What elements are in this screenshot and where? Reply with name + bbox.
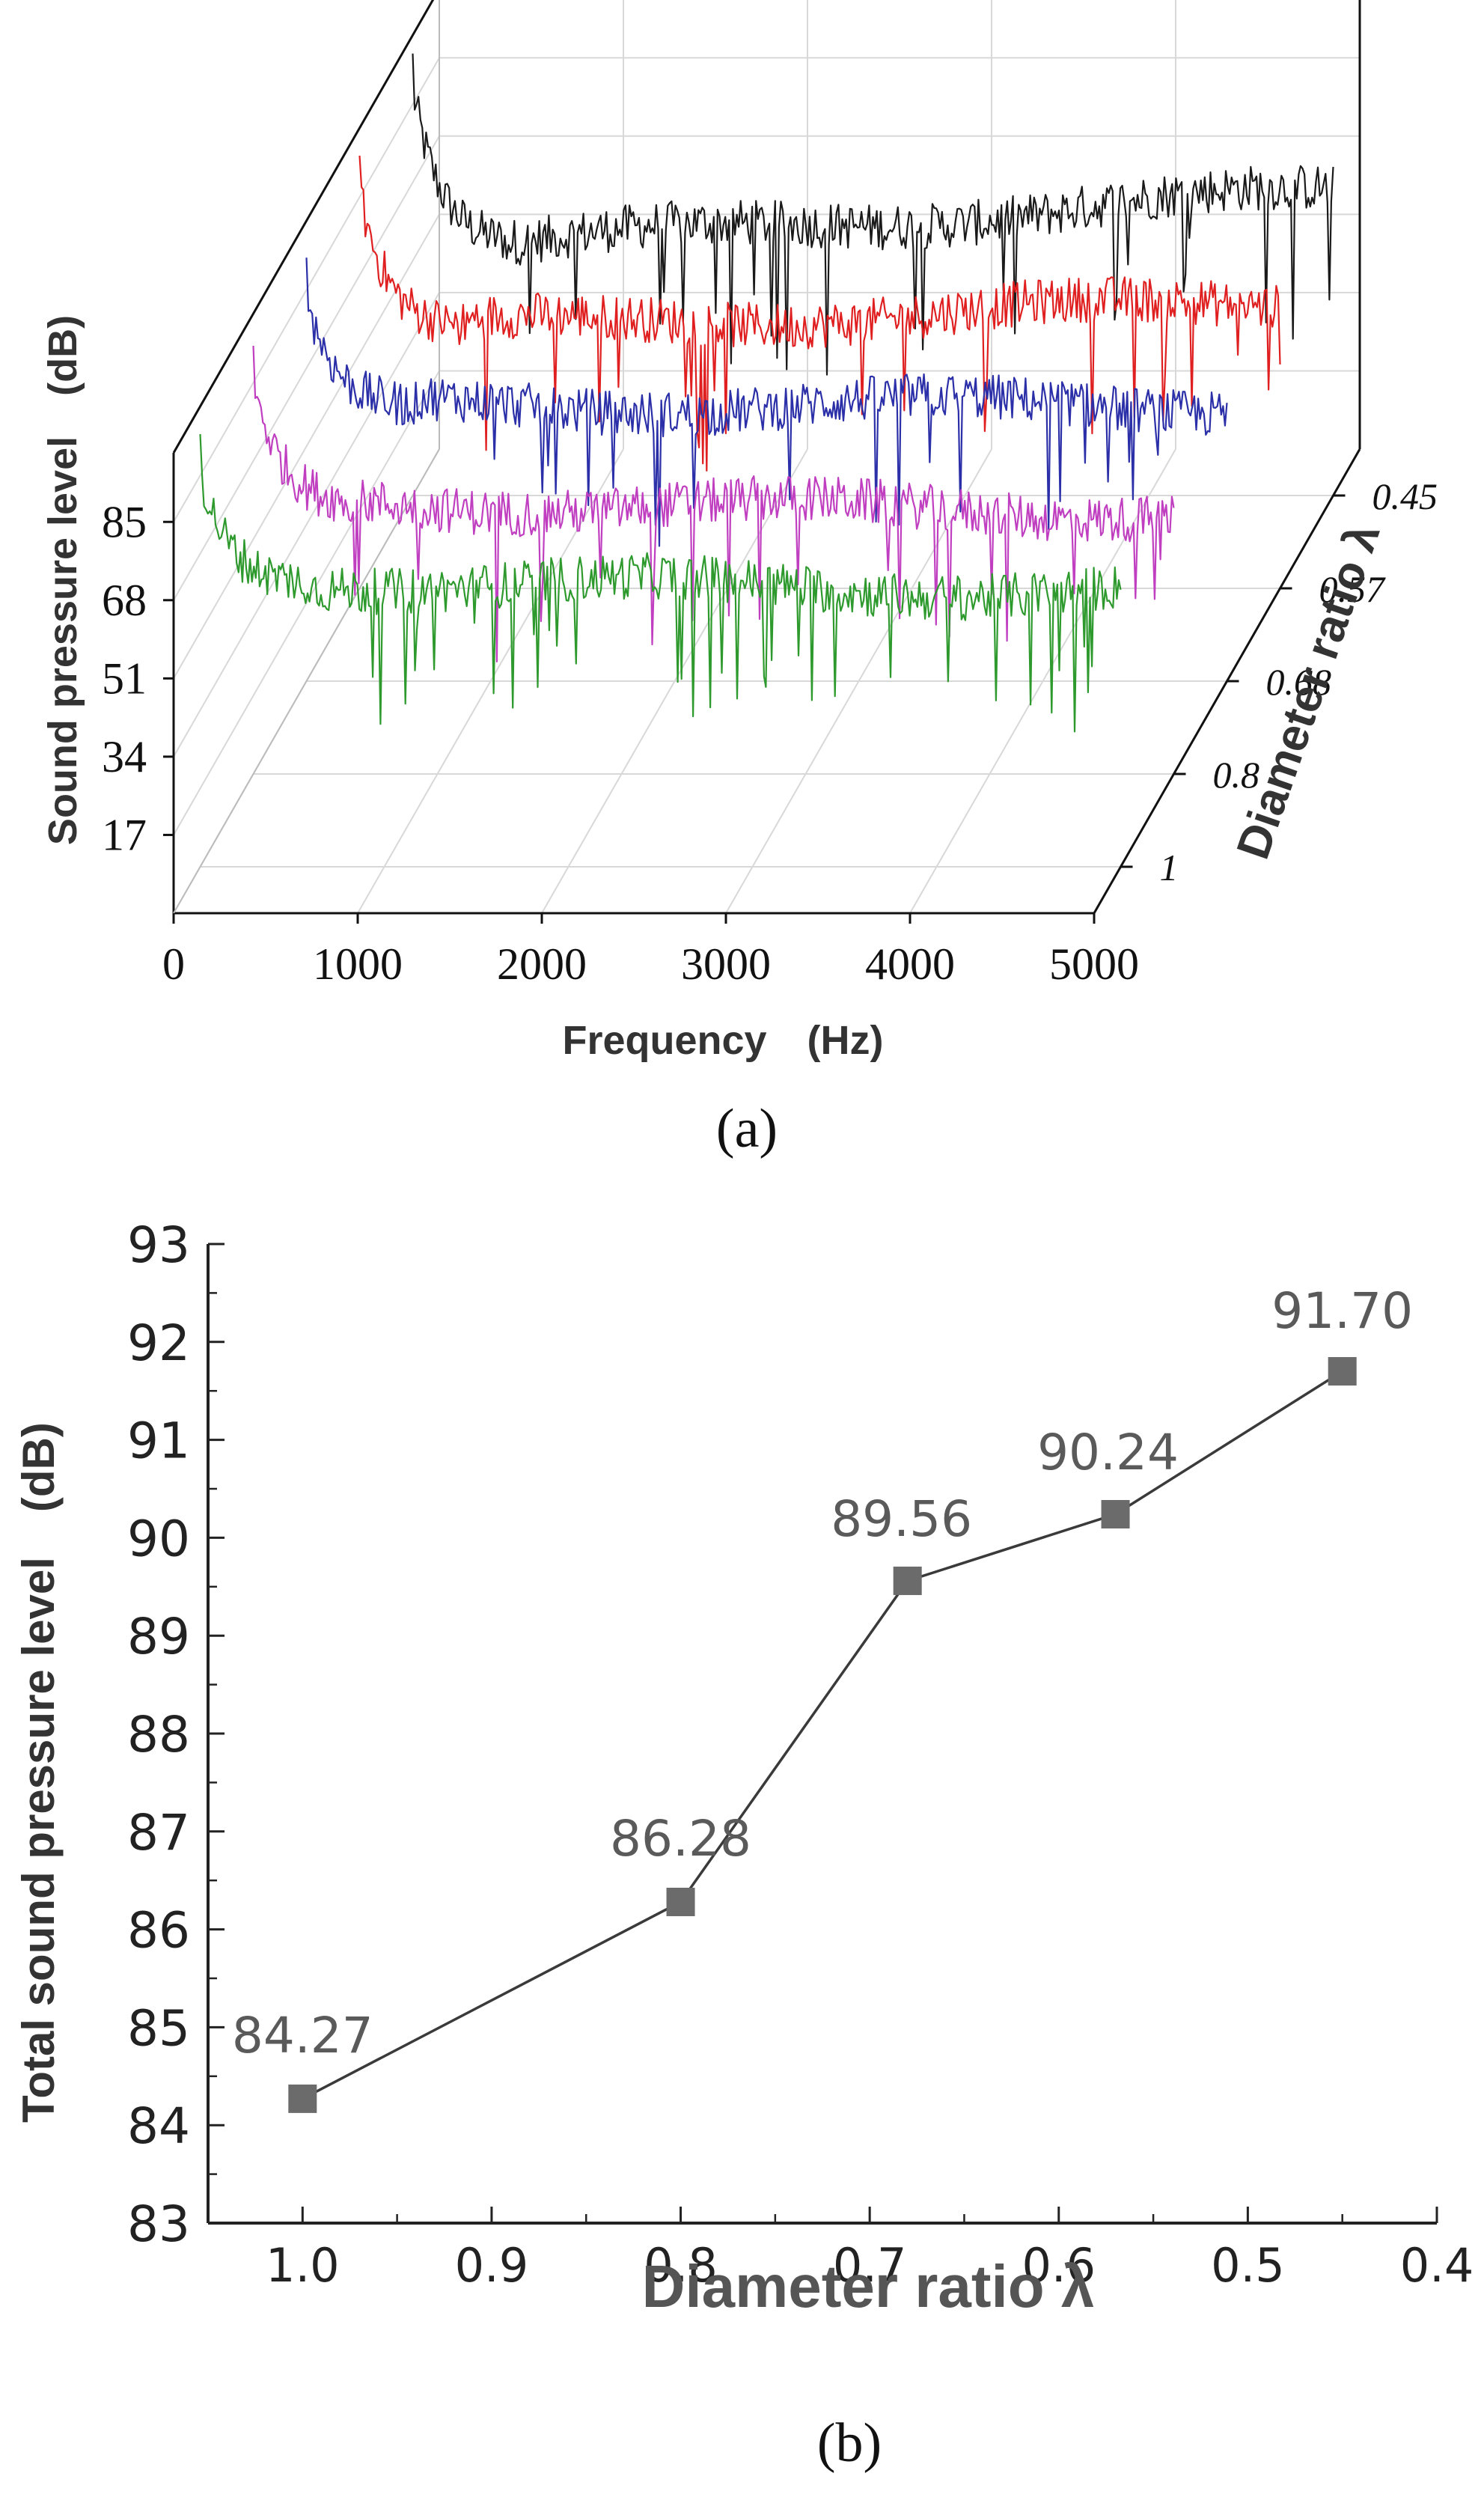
caption-a: (a): [716, 1098, 778, 1159]
x-tick-label: 0.4: [1400, 2238, 1474, 2293]
spectrum-line-1: [199, 433, 1122, 733]
data-point-marker: [1328, 1357, 1357, 1386]
axes-b: 93 92 91 90 89 88 87 86 85 84 83 1.0 0.9 0.8 0.7 0.6 0.5…: [127, 1216, 1474, 2293]
y-tick-label: 84: [127, 2097, 190, 2155]
series-polyline: [302, 1370, 1343, 2100]
y-tick-label: 89: [127, 1608, 190, 1665]
y-tick-label: 92: [127, 1314, 190, 1372]
x-tick-label: 0.7: [833, 2238, 907, 2293]
y-tick-label: 17: [102, 810, 147, 859]
x-tick-label: 0.9: [455, 2238, 529, 2293]
z-tick-label: 1: [1160, 847, 1179, 888]
y-tick-label: 90: [127, 1510, 190, 1567]
data-label: 89.56: [831, 1490, 972, 1548]
y-tick-label: 85: [127, 1999, 190, 2057]
x-tick-label: 0.5: [1211, 2238, 1285, 2293]
frame-edge: [172, 0, 435, 454]
3d-axes-frame: [172, 0, 1361, 915]
waterfall-chart: 0 1000 2000 3000 4000 5000 85 68 51 34 17 0.45 0.57 0…: [40, 0, 1438, 1159]
x-tick-label: 5000: [1049, 939, 1139, 989]
x-axis-title-b: Diameter ratio λ: [642, 2253, 1095, 2320]
z-tick-label: 0.45: [1372, 475, 1438, 517]
spectrum-series-group: [199, 53, 1334, 733]
frame-edge: [173, 448, 440, 914]
x-tick-label: 0.6: [1022, 2238, 1096, 2293]
z-axis-title-a: Diameter ratio λ: [1227, 517, 1390, 866]
data-point-marker: [288, 2084, 317, 2113]
spectrum-line-0-8: [252, 345, 1175, 662]
x-tick-label: 4000: [865, 939, 955, 989]
side-grid-line: [173, 213, 440, 679]
y-tick-label: 91: [127, 1412, 190, 1470]
side-grid-line: [173, 135, 440, 601]
y-tick-label: 51: [102, 653, 147, 703]
y-tick-label: 85: [102, 497, 147, 546]
y-tick-label: 34: [102, 732, 147, 781]
caption-b: (b): [817, 2412, 882, 2474]
data-label: 91.70: [1271, 1282, 1413, 1340]
x-tick-label: 0: [162, 939, 185, 989]
x-tick-label: 1.0: [266, 2238, 340, 2293]
x-tick-label: 0.8: [644, 2238, 718, 2293]
spectrum-line-0-45: [412, 53, 1334, 376]
data-labels: 84.27 86.28 89.56 90.24 91.70: [232, 1282, 1413, 2064]
spectrum-line-0-57: [358, 155, 1281, 472]
series-line: [302, 1370, 1343, 2100]
z-tick-label: 0.57: [1319, 568, 1387, 610]
data-point-marker: [666, 1887, 695, 1916]
x-tick-label: 2000: [497, 939, 587, 989]
y-tick-label: 86: [127, 1902, 190, 1960]
data-points: [288, 1357, 1357, 2113]
data-point-marker: [893, 1566, 922, 1595]
data-label: 86.28: [610, 1810, 751, 1868]
y-axis-title-a: Sound pressure level (dB): [40, 315, 85, 845]
x-tick-label: 1000: [313, 939, 403, 989]
x-tick-label: 3000: [681, 939, 771, 989]
z-tick-label: 0.68: [1266, 661, 1332, 703]
data-point-marker: [1101, 1500, 1130, 1529]
y-tick-label: 88: [127, 1706, 190, 1763]
data-label: 90.24: [1037, 1424, 1179, 1481]
y-axis-title-b: Total sound pressure level (dB): [13, 1422, 64, 2123]
x-axis-title-a: Frequency (Hz): [562, 1018, 883, 1063]
y-tick-label: 83: [127, 2195, 190, 2253]
side-grid-line: [173, 292, 440, 757]
z-tick-label: 0.8: [1213, 754, 1260, 796]
line-chart: 93 92 91 90 89 88 87 86 85 84 83 1.0 0.9 0.8 0.7 0.6 0.5…: [13, 1216, 1474, 2474]
data-label: 84.27: [232, 2007, 373, 2064]
spectrum-line-0-68: [305, 257, 1228, 547]
axis-ticks-a: 0 1000 2000 3000 4000 5000 85 68 51 34 17 0.45 0.57 0…: [102, 475, 1438, 989]
side-grid-line: [173, 57, 440, 522]
y-tick-label: 87: [127, 1804, 190, 1862]
y-tick-label: 68: [102, 576, 147, 625]
y-tick-label: 93: [127, 1216, 190, 1274]
